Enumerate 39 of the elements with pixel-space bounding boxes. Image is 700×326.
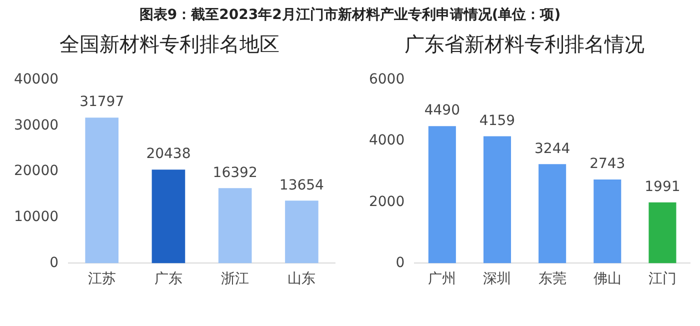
y-tick-label: 2000 [368, 194, 405, 210]
data-label: 1991 [644, 179, 680, 196]
data-label: 2743 [590, 156, 626, 172]
y-tick-label: 0 [50, 254, 59, 271]
x-tick-label: 广州 [428, 271, 456, 288]
bar [152, 170, 186, 264]
y-tick-label: 20000 [14, 163, 59, 180]
bar [428, 126, 456, 264]
data-label: 20438 [146, 146, 191, 162]
x-tick-label: 江苏 [88, 271, 116, 288]
y-tick-label: 30000 [14, 117, 59, 134]
y-tick-label: 4000 [368, 132, 405, 149]
bar [483, 136, 512, 264]
x-tick-label: 浙江 [221, 271, 250, 288]
bar [85, 118, 118, 264]
text: 图表9：截至2023年2月江门市新材料产业专利申请情况(单位：项) [138, 6, 562, 25]
data-label: 3244 [534, 140, 570, 157]
x-tick-label: 山东 [288, 271, 316, 288]
bar [218, 188, 252, 264]
y-tick-label: 0 [396, 254, 405, 271]
x-tick-label: 江门 [648, 271, 676, 288]
x-tick-label: 深圳 [483, 271, 512, 288]
bar [285, 200, 318, 264]
x-tick-label: 东莞 [538, 271, 566, 288]
y-tick-label: 6000 [368, 72, 405, 88]
data-label: 31797 [80, 94, 124, 110]
bar [538, 164, 566, 264]
y-tick-label: 40000 [14, 72, 59, 88]
y-tick-label: 10000 [14, 209, 59, 226]
x-tick-label: 广东 [154, 271, 182, 288]
x-tick-label: 佛山 [593, 271, 622, 288]
chart-title: 广东省新材料专利排名情况 [404, 32, 644, 56]
data-label: 13654 [279, 177, 324, 194]
bar [648, 202, 676, 264]
bar [594, 179, 622, 264]
data-label: 16392 [212, 164, 258, 181]
data-label: 4159 [479, 112, 516, 129]
data-label: 4490 [424, 102, 460, 119]
chart-title: 全国新材料专利排名地区 [60, 32, 280, 56]
